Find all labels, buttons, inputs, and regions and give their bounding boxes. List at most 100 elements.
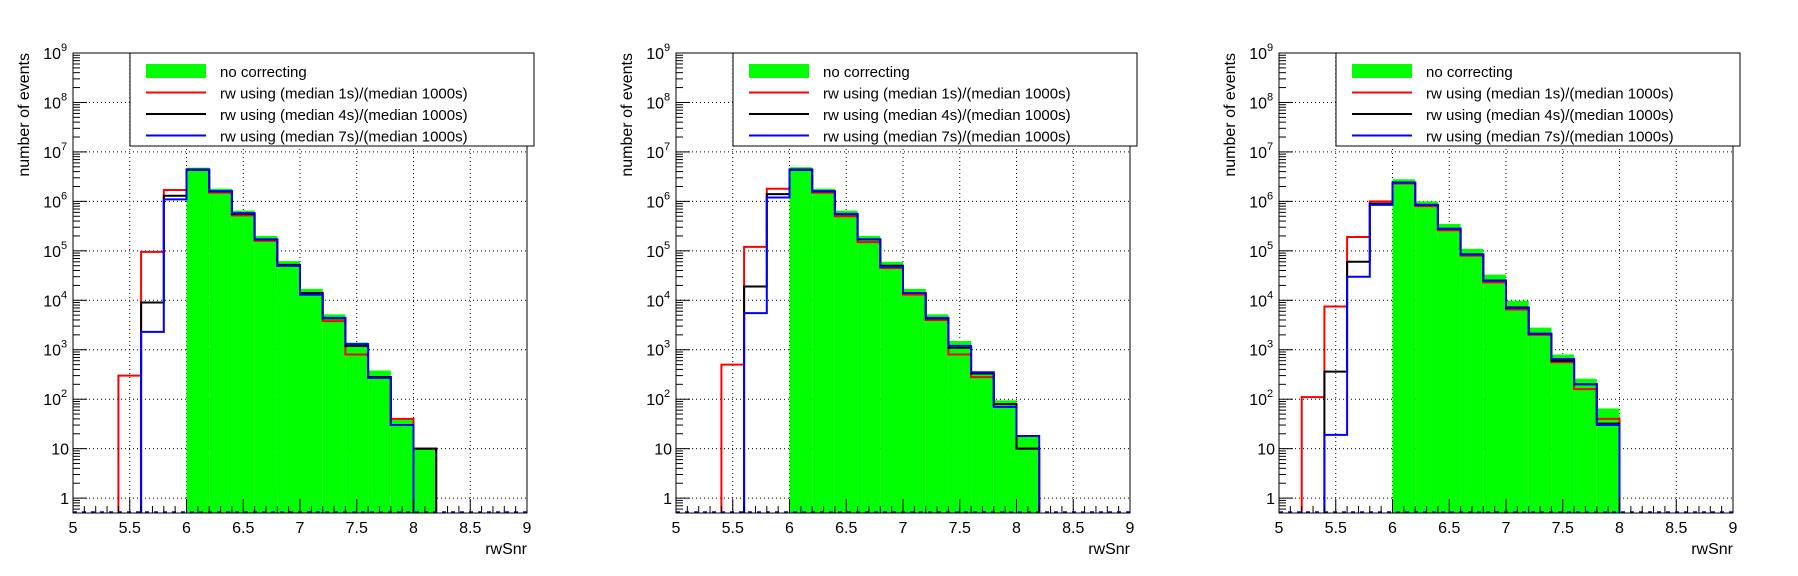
y-tick-exponent: 2 (664, 388, 670, 400)
x-tick-label: 7.5 (346, 520, 368, 537)
legend-entry-label: rw using (median 1s)/(median 1000s) (823, 86, 1071, 103)
histogram-bar (1016, 436, 1040, 513)
y-tick-exponent: 5 (1267, 240, 1273, 252)
y-tick-label: 10 (646, 145, 664, 162)
y-tick-exponent: 3 (1267, 339, 1273, 351)
series-no-correcting (186, 167, 437, 514)
x-tick-label: 5 (672, 520, 681, 537)
y-tick-exponent: 6 (1267, 190, 1273, 202)
x-axis-label: rwSnr (1691, 541, 1733, 558)
histogram-bar (368, 370, 391, 513)
x-tick-label: 5.5 (119, 520, 141, 537)
x-tick-label: 6.5 (1438, 520, 1460, 537)
y-tick-label: 1 (60, 491, 69, 508)
histogram-bar (1483, 274, 1506, 513)
y-tick-exponent: 8 (664, 91, 670, 103)
x-tick-label: 8.5 (1062, 520, 1084, 537)
legend-entry-label: no correcting (220, 64, 307, 81)
y-tick-exponent: 7 (1267, 141, 1273, 153)
histogram-bar (300, 288, 323, 513)
y-tick-label: 10 (1249, 145, 1267, 162)
histogram-bar (254, 235, 278, 513)
y-tick-exponent: 3 (61, 339, 67, 351)
x-tick-label: 8.5 (1665, 520, 1687, 537)
histogram-bar (186, 167, 210, 513)
y-tick-label: 10 (1249, 46, 1267, 63)
histogram-bar (1437, 223, 1461, 513)
x-tick-label: 8 (1012, 520, 1021, 537)
histogram-bar (1596, 408, 1620, 513)
x-tick-label: 9 (1729, 520, 1738, 537)
y-tick-label: 10 (646, 194, 664, 211)
legend-swatch (1352, 64, 1412, 78)
y-tick-label: 10 (1249, 194, 1267, 211)
legend: no correcting rw using (median 1s)/(media… (732, 52, 1138, 147)
y-tick-label: 1 (1266, 491, 1275, 508)
x-axis-label: rwSnr (485, 541, 527, 558)
y-tick-exponent: 8 (61, 91, 67, 103)
y-tick-exponent: 5 (664, 240, 670, 252)
y-tick-label: 10 (43, 293, 61, 310)
x-tick-label: 7 (1502, 520, 1511, 537)
x-axis: 5 5.5 6 6.5 7 7.5 8 8.5 9 rwSnr (69, 499, 532, 558)
x-tick-label: 5.5 (1325, 520, 1347, 537)
y-tick-label: 10 (646, 95, 664, 112)
y-tick-label: 10 (1249, 392, 1267, 409)
histogram-bar (413, 448, 437, 513)
legend-entry-label: rw using (median 4s)/(median 1000s) (1426, 107, 1674, 124)
histogram-bar (322, 314, 346, 513)
y-tick-exponent: 9 (61, 42, 67, 54)
histogram-bar (1506, 300, 1529, 513)
y-tick-label: 10 (646, 244, 664, 261)
histogram-bar (1392, 179, 1416, 513)
histogram-bar (993, 400, 1017, 513)
histogram-bar (209, 188, 232, 514)
x-tick-label: 9 (523, 520, 532, 537)
y-tick-exponent: 3 (664, 339, 670, 351)
y-tick-label: 10 (646, 343, 664, 360)
x-tick-label: 7 (899, 520, 908, 537)
x-tick-label: 7.5 (949, 520, 971, 537)
y-tick-exponent: 6 (61, 190, 67, 202)
histogram-bar (1528, 327, 1552, 513)
x-tick-label: 5 (69, 520, 78, 537)
histogram-bar (971, 371, 994, 513)
y-tick-exponent: 2 (1267, 388, 1273, 400)
y-tick-label: 10 (43, 392, 61, 409)
y-tick-label: 10 (1249, 95, 1267, 112)
x-tick-label: 6 (785, 520, 794, 537)
y-tick-label: 10 (1249, 244, 1267, 261)
series-line-3 (140, 169, 415, 513)
legend-entry-label: no correcting (1426, 64, 1513, 81)
x-tick-label: 7 (296, 520, 305, 537)
x-axis-label: rwSnr (1088, 541, 1130, 558)
y-tick-label: 10 (646, 293, 664, 310)
series-line-3 (743, 169, 1041, 513)
legend: no correcting rw using (median 1s)/(media… (1335, 52, 1741, 147)
legend-entry-label: rw using (median 1s)/(median 1000s) (1426, 86, 1674, 103)
legend-entry-label: rw using (median 7s)/(median 1000s) (220, 129, 468, 146)
y-tick-label: 10 (43, 244, 61, 261)
legend-entry-label: rw using (median 1s)/(median 1000s) (220, 86, 468, 103)
histogram-bar (390, 418, 414, 513)
legend-swatch (749, 64, 809, 78)
y-tick-label: 10 (1257, 442, 1275, 459)
y-tick-exponent: 6 (664, 190, 670, 202)
series-line-3 (1323, 181, 1621, 513)
x-tick-label: 9 (1126, 520, 1135, 537)
y-tick-label: 10 (43, 145, 61, 162)
x-axis: 5 5.5 6 6.5 7 7.5 8 8.5 9 rwSnr (1275, 499, 1738, 558)
legend-entry-label: rw using (median 4s)/(median 1000s) (823, 107, 1071, 124)
x-axis: 5 5.5 6 6.5 7 7.5 8 8.5 9 rwSnr (672, 499, 1135, 558)
histogram-bar (925, 314, 949, 513)
y-tick-exponent: 4 (61, 289, 67, 301)
y-axis-label: number of events (619, 53, 636, 177)
y-tick-label: 10 (43, 343, 61, 360)
histogram-bar (834, 210, 858, 513)
histogram-bar (948, 341, 972, 513)
y-tick-label: 1 (663, 491, 672, 508)
histogram-bar (903, 288, 926, 513)
y-tick-exponent: 7 (664, 141, 670, 153)
